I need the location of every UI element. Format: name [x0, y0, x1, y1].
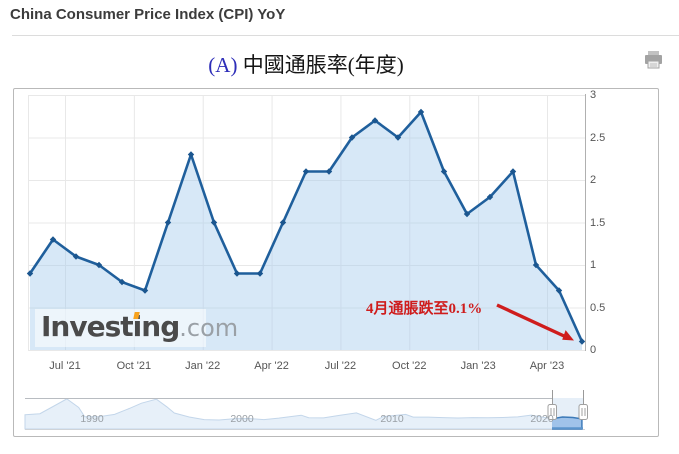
- gridlines: [28, 95, 585, 351]
- divider: [12, 35, 679, 36]
- navigator: [24, 390, 588, 430]
- investing-watermark: Investing.com: [41, 310, 239, 343]
- x-axis-label: Apr '22: [254, 360, 289, 372]
- watermark-background: [35, 309, 206, 347]
- x-axis-label: Jan '23: [460, 360, 496, 372]
- watermark-orange-i: i: [132, 310, 143, 343]
- print-button[interactable]: [641, 49, 665, 71]
- x-axis-label: Oct '22: [392, 360, 427, 372]
- navigator-handle-left[interactable]: [547, 390, 557, 420]
- y-axis-label: 2: [590, 174, 597, 186]
- chart-card: [13, 88, 659, 437]
- x-axis-label: Jul '22: [324, 360, 357, 372]
- x-axis-label: Jan '22: [185, 360, 221, 372]
- chart-title-text: 中國通脹率(年度): [242, 53, 404, 77]
- page-title: China Consumer Price Index (CPI) YoY: [10, 6, 286, 23]
- annotation-arrow: [496, 303, 574, 341]
- x-axis-label: Jul '21: [49, 360, 81, 372]
- navigator-year-label: 1990: [80, 413, 104, 425]
- navigator-series: [24, 398, 583, 430]
- x-axis-label: Oct '21: [116, 360, 152, 372]
- series-markers: [26, 108, 586, 345]
- x-axis-label: Apr '23: [529, 360, 565, 372]
- y-axis-label: 1: [590, 259, 597, 271]
- navigator-year-label: 2020: [530, 413, 554, 425]
- annotation-label: 4月通脹跌至0.1%: [366, 301, 483, 317]
- y-axis-label: 0: [590, 344, 597, 356]
- chart-title-prefix: (A): [208, 53, 238, 77]
- chart-title: (A) 中國通脹率(年度): [0, 49, 612, 79]
- navigator-year-label: 2010: [380, 413, 404, 425]
- navigator-year-label: 2000: [230, 413, 254, 425]
- y-axis-label: 2.5: [590, 131, 606, 144]
- printer-icon: [641, 51, 665, 75]
- y-axis-label: 1.5: [590, 216, 606, 229]
- navigator-handle-right[interactable]: [578, 390, 588, 420]
- y-axis-label: 3: [590, 89, 597, 101]
- y-axis-label: 0.5: [590, 301, 606, 314]
